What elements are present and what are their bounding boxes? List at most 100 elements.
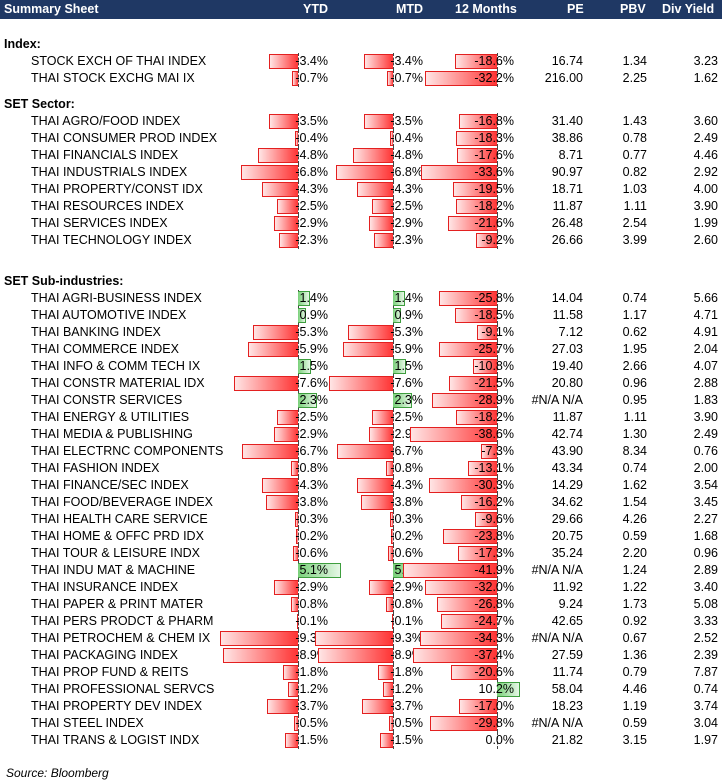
m12-cell: -16.2% <box>437 494 516 511</box>
mtd-zero-axis <box>393 198 394 215</box>
ytd-value: 2.3% <box>299 393 329 407</box>
m12-value: -24.7% <box>474 614 514 628</box>
div-yield-value: 4.07 <box>693 359 718 373</box>
mtd-value: -2.9% <box>390 580 423 594</box>
row-name: THAI SERVICES INDEX <box>31 216 168 230</box>
row-name: THAI INDU MAT & MACHINE <box>31 563 196 577</box>
table-row: STOCK EXCH OF THAI INDEX -3.4% -3.4% -18.6%… <box>0 53 722 70</box>
row-name: THAI TOUR & LEISURE INDX <box>31 546 201 560</box>
mtd-cell: -0.8% <box>333 596 425 613</box>
mtd-zero-axis <box>393 181 394 198</box>
table-row: THAI CONSUMER PROD INDEX -0.4% -0.4% -18.3%… <box>0 130 722 147</box>
mtd-bar <box>387 71 393 86</box>
pe-value: #N/A N/A <box>531 563 583 577</box>
m12-value: -18.2% <box>474 410 514 424</box>
ytd-cell: -6.7% <box>238 443 330 460</box>
pbv-value: 2.20 <box>622 546 647 560</box>
m12-cell: -9.6% <box>437 511 516 528</box>
m12-value: -29.8% <box>474 716 514 730</box>
pbv-value: 0.67 <box>622 631 647 645</box>
ytd-cell: 0.9% <box>238 307 330 324</box>
pbv-value: 1.54 <box>622 495 647 509</box>
m12-zero-axis <box>497 70 498 87</box>
ytd-bar <box>266 699 298 714</box>
pe-value: 18.23 <box>551 699 583 713</box>
mtd-zero-axis <box>393 375 394 392</box>
m12-value: -20.6% <box>474 665 514 679</box>
row-name: THAI FINANCIALS INDEX <box>31 148 179 162</box>
m12-zero-axis <box>497 596 498 613</box>
mtd-cell: -0.2% <box>333 528 425 545</box>
table-row: THAI PACKAGING INDEX -8.9% -8.9% -37.4% 27.5… <box>0 647 722 664</box>
row-name: THAI TRANS & LOGIST INDX <box>31 733 200 747</box>
m12-zero-axis <box>497 164 498 181</box>
row-name: THAI PROPERTY DEV INDEX <box>31 699 203 713</box>
mtd-bar <box>388 716 393 731</box>
col-header-12months: 12 Months <box>455 2 517 16</box>
pe-value: #N/A N/A <box>531 393 583 407</box>
m12-zero-axis <box>497 130 498 147</box>
ytd-cell: -0.6% <box>238 545 330 562</box>
m12-zero-axis <box>497 392 498 409</box>
m12-bar <box>438 291 497 306</box>
m12-cell: -18.2% <box>437 409 516 426</box>
m12-zero-axis <box>497 698 498 715</box>
m12-bar <box>425 580 497 595</box>
mtd-cell: 0.9% <box>333 307 425 324</box>
mtd-value: 1.5% <box>394 359 424 373</box>
ytd-zero-axis <box>298 113 299 130</box>
m12-value: -28.9% <box>474 393 514 407</box>
mtd-bar <box>348 325 393 340</box>
mtd-value: 2.3% <box>394 393 424 407</box>
col-header-ytd: YTD <box>303 2 328 16</box>
ytd-zero-axis <box>298 232 299 249</box>
mtd-bar <box>386 597 393 612</box>
m12-value: -18.6% <box>474 54 514 68</box>
m12-bar <box>458 699 497 714</box>
ytd-bar <box>285 733 298 748</box>
m12-zero-axis <box>497 664 498 681</box>
m12-value: -19.5% <box>474 182 514 196</box>
mtd-zero-axis <box>393 477 394 494</box>
m12-value: 10.2% <box>478 682 514 696</box>
m12-bar <box>476 233 497 248</box>
table-row: THAI STEEL INDEX -0.5% -0.5% -29.8% #N/A N/A… <box>0 715 722 732</box>
table-row: THAI HEALTH CARE SERVICE -0.3% -0.3% -9.6% 2… <box>0 511 722 528</box>
pbv-value: 0.59 <box>622 529 647 543</box>
div-yield-value: 3.74 <box>693 699 718 713</box>
ytd-cell: -0.1% <box>238 613 330 630</box>
table-row: THAI CONSTR SERVICES 2.3% 2.3% -28.9% #N/A N… <box>0 392 722 409</box>
mtd-cell: -3.5% <box>333 113 425 130</box>
mtd-value: 0.9% <box>394 308 424 322</box>
m12-bar <box>455 131 497 146</box>
col-header-mtd: MTD <box>396 2 424 16</box>
pe-value: 21.82 <box>551 733 583 747</box>
div-yield-value: 2.60 <box>693 233 718 247</box>
m12-zero-axis <box>497 528 498 545</box>
div-yield-value: 3.40 <box>693 580 718 594</box>
pbv-value: 3.15 <box>622 733 647 747</box>
col-header-pe: PE <box>567 2 584 16</box>
pe-value: 38.86 <box>551 131 583 145</box>
table-row: THAI BANKING INDEX -5.3% -5.3% -9.1% 7.12 0.6… <box>0 324 722 341</box>
pbv-value: 4.46 <box>622 682 647 696</box>
table-row: THAI PETROCHEM & CHEM IX -9.3% -9.3% -34.3%… <box>0 630 722 647</box>
mtd-cell: -3.4% <box>333 53 425 70</box>
mtd-bar <box>389 131 393 146</box>
pbv-value: 2.25 <box>622 71 647 85</box>
mtd-zero-axis <box>393 698 394 715</box>
section-title: Index: <box>0 36 722 53</box>
m12-cell: -25.7% <box>437 341 516 358</box>
mtd-value: -3.7% <box>390 699 423 713</box>
row-name: THAI RESOURCES INDEX <box>31 199 184 213</box>
mtd-value: -0.7% <box>390 71 423 85</box>
m12-zero-axis <box>497 647 498 664</box>
ytd-bar <box>273 427 298 442</box>
ytd-zero-axis <box>298 664 299 681</box>
m12-bar <box>455 54 497 69</box>
div-yield-value: 3.45 <box>693 495 718 509</box>
m12-cell: -38.6% <box>410 426 516 443</box>
m12-cell: -13.1% <box>437 460 516 477</box>
m12-cell: -34.3% <box>419 630 516 647</box>
ytd-bar <box>298 393 318 408</box>
